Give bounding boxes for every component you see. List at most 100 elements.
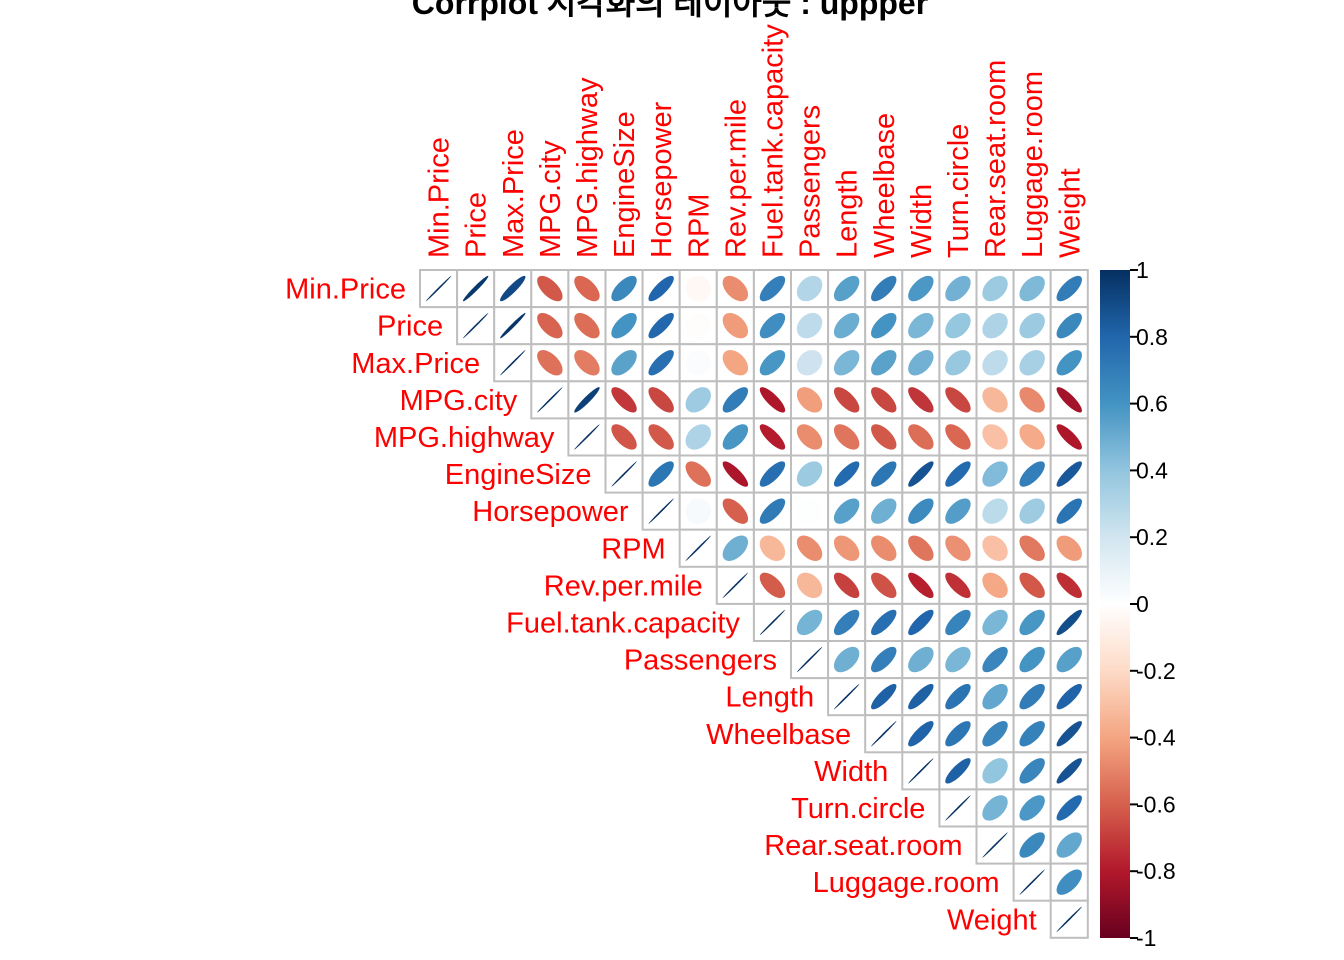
correlation-ellipse [945, 572, 971, 599]
correlation-ellipse [722, 461, 749, 487]
column-label: MPG.city [535, 140, 567, 258]
correlation-ellipse [871, 572, 897, 599]
row-label: Luggage.room [813, 867, 1000, 899]
correlation-ellipse [982, 312, 1008, 339]
row-label: Fuel.tank.capacity [506, 607, 740, 639]
correlation-ellipse [833, 461, 860, 487]
correlation-ellipse [982, 461, 1008, 487]
correlation-ellipse [833, 646, 860, 673]
row-label: Horsepower [472, 496, 629, 528]
correlation-ellipse [796, 275, 823, 302]
correlation-ellipse [1019, 498, 1045, 524]
row-label: Wheelbase [706, 719, 851, 751]
row-label: Length [725, 682, 814, 714]
correlation-ellipse [796, 387, 823, 413]
correlation-ellipse [871, 387, 897, 413]
correlation-ellipse [871, 275, 897, 302]
correlation-ellipse [908, 461, 934, 487]
correlation-ellipse [1019, 312, 1045, 339]
column-label: Width [906, 184, 938, 258]
legend-tick-label: 0.6 [1136, 391, 1168, 417]
correlation-ellipse [1019, 387, 1045, 413]
correlation-ellipse [982, 832, 1008, 858]
correlation-ellipse [833, 275, 860, 302]
correlation-ellipse [574, 275, 600, 302]
row-label: Min.Price [285, 274, 406, 306]
column-label: Horsepower [646, 101, 678, 258]
correlation-ellipse [759, 572, 786, 599]
legend-tick-label: -1 [1136, 925, 1156, 951]
legend-tick-label: -0.8 [1136, 858, 1176, 884]
correlation-ellipse [945, 498, 971, 524]
correlation-ellipse [833, 387, 860, 413]
correlation-ellipse [685, 275, 711, 302]
correlation-ellipse [648, 498, 674, 524]
correlation-ellipse [1056, 795, 1082, 821]
correlation-ellipse [908, 350, 934, 376]
correlation-ellipse [611, 312, 637, 339]
correlation-ellipse [908, 609, 934, 636]
correlation-ellipse [796, 498, 823, 524]
correlation-ellipse [945, 609, 971, 636]
correlation-ellipse [945, 275, 971, 302]
correlation-ellipse [537, 350, 563, 376]
legend-tick-label: 0.4 [1136, 457, 1168, 483]
correlation-ellipse [871, 609, 897, 636]
correlation-ellipse [871, 646, 897, 673]
correlation-ellipse [871, 350, 897, 376]
row-label: EngineSize [445, 459, 592, 491]
column-label: Turn.circle [943, 124, 975, 258]
correlation-ellipse [685, 350, 711, 376]
correlation-ellipse [945, 424, 971, 450]
row-label: RPM [601, 533, 665, 565]
correlation-ellipse [945, 721, 971, 747]
correlation-ellipse [1056, 906, 1082, 932]
column-label: Luggage.room [1017, 71, 1049, 258]
column-label: RPM [683, 194, 715, 258]
correlation-ellipse [908, 275, 934, 302]
correlation-ellipse [1019, 721, 1045, 747]
correlation-ellipse [982, 535, 1008, 561]
cell-border [752, 306, 793, 346]
correlation-ellipse [648, 461, 674, 487]
legend-color-bar [1100, 270, 1130, 938]
correlation-ellipse [648, 424, 674, 450]
correlation-ellipse [908, 387, 934, 413]
correlation-ellipse [908, 683, 934, 710]
correlation-ellipse [759, 350, 786, 376]
correlation-ellipse [1056, 424, 1082, 450]
correlation-ellipse [537, 387, 563, 413]
correlation-ellipse [833, 683, 860, 710]
column-label: Passengers [795, 105, 827, 258]
column-label: EngineSize [609, 111, 641, 258]
correlation-ellipse [1056, 350, 1082, 376]
correlation-ellipse [759, 609, 786, 636]
correlation-ellipse [722, 312, 749, 339]
correlation-ellipse [982, 683, 1008, 710]
correlation-ellipse [759, 424, 786, 450]
correlation-ellipse [759, 498, 786, 524]
correlation-ellipse [1019, 609, 1045, 636]
column-label: Max.Price [498, 129, 530, 258]
correlation-ellipse [833, 498, 860, 524]
correlation-ellipse [1056, 498, 1082, 524]
legend-ticks: 1 0.8 0.6 0.4 0.2 0 -0.2 -0.4 -0.6 -0.8 -1 [1130, 257, 1176, 951]
correlation-ellipse [796, 609, 823, 636]
correlation-ellipse [574, 424, 600, 450]
correlation-ellipse [833, 535, 860, 561]
correlation-ellipse [796, 350, 823, 376]
correlation-cells [419, 269, 1089, 939]
row-label: Rev.per.mile [544, 570, 703, 602]
column-label: Min.Price [424, 137, 456, 258]
correlation-ellipse [982, 758, 1008, 784]
color-legend: 1 0.8 0.6 0.4 0.2 0 -0.2 -0.4 -0.6 -0.8 -1 [1100, 257, 1176, 951]
correlation-ellipse [1019, 869, 1045, 895]
correlation-ellipse [871, 424, 897, 450]
correlation-ellipse [796, 572, 823, 599]
correlation-ellipse [574, 312, 600, 339]
correlation-ellipse [500, 350, 526, 376]
cell-border [864, 454, 904, 494]
correlation-ellipse [796, 535, 823, 561]
correlation-ellipse [945, 461, 971, 487]
